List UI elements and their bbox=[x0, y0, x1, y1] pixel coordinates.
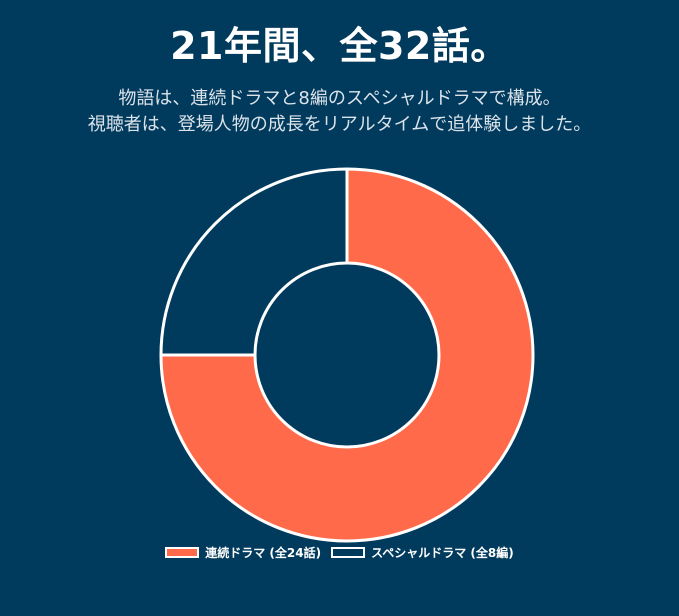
chart-legend: 連続ドラマ (全24話) スペシャルドラマ (全8編) bbox=[0, 544, 679, 561]
chart-subtitle-line-1: 物語は、連続ドラマと8編のスペシャルドラマで構成。 bbox=[118, 88, 561, 109]
legend-item-serial[interactable]: 連続ドラマ (全24話) bbox=[165, 544, 321, 561]
chart-subtitle-line-2: 視聴者は、登場人物の成長をリアルタイムで追体験しました。 bbox=[87, 114, 592, 135]
doughnut-slice-0[interactable] bbox=[159, 167, 535, 543]
doughnut-slice-1[interactable] bbox=[159, 167, 349, 357]
legend-label-serial: 連続ドラマ (全24話) bbox=[205, 546, 322, 560]
legend-item-special[interactable]: スペシャルドラマ (全8編) bbox=[331, 544, 514, 561]
legend-swatch-special bbox=[331, 547, 366, 558]
chart-title: 21年間、全32話。 bbox=[170, 24, 509, 68]
legend-swatch-serial bbox=[165, 547, 200, 558]
legend-label-special: スペシャルドラマ (全8編) bbox=[371, 546, 514, 560]
